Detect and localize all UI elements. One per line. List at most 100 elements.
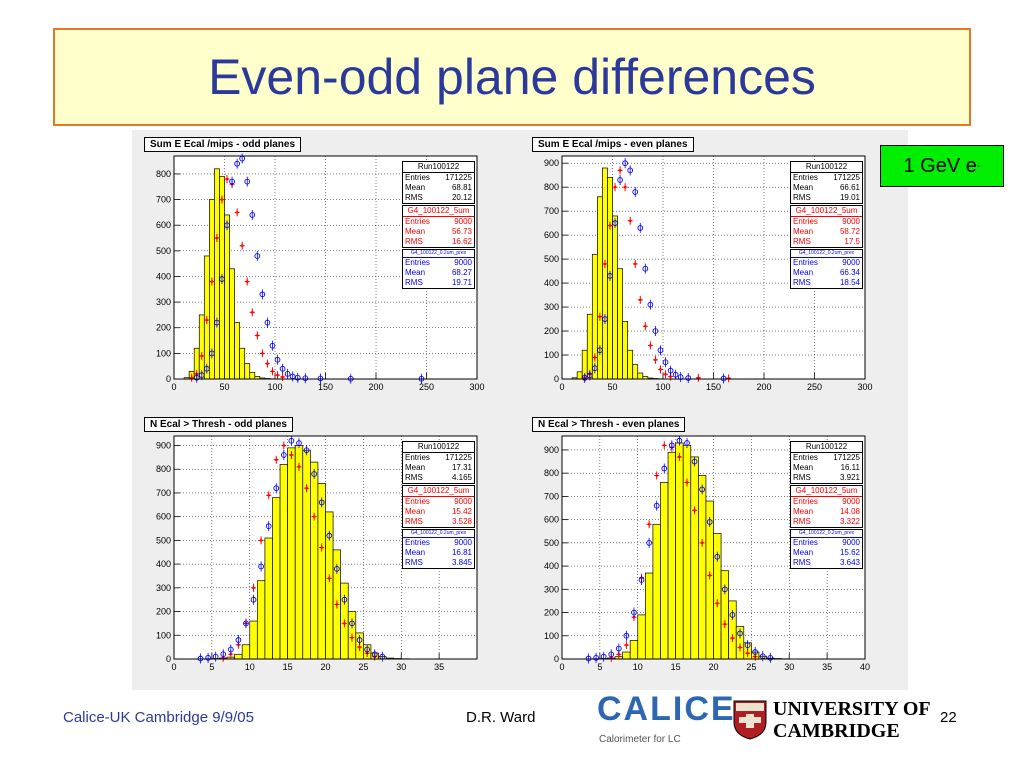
g4-02um-point [646, 540, 652, 546]
g4-5um-point [708, 574, 712, 577]
stats-section-g4_02um: G4_100122_0.2um_prex Entries 9000 Mean 68.27… [402, 249, 475, 289]
g4-5um-point [335, 603, 339, 606]
g4-02um-point [627, 167, 634, 174]
data-histogram-bar [224, 214, 230, 380]
stats-label: RMS [793, 517, 811, 526]
g4-02um-point [273, 485, 280, 492]
panel-title: Sum E Ecal /mips - odd planes [144, 137, 302, 152]
stats-box: Run100122 Entries 171225 Mean 66.61 RMS 19.01 G… [790, 160, 863, 289]
g4-5um-point [327, 577, 331, 580]
g4-02um-point [214, 319, 220, 326]
stats-row-rms: RMS 3.322 [791, 517, 862, 527]
stats-value: 17.31 [451, 463, 472, 472]
g4-02um-point [691, 458, 698, 465]
g4-02um-point [657, 347, 664, 354]
y-tick-label: 900 [544, 158, 559, 168]
g4-02um-point [371, 651, 378, 658]
stats-value: 17.5 [844, 237, 860, 246]
data-histogram-bar [229, 268, 235, 380]
g4-02um-point [249, 212, 256, 218]
stats-label: RMS [793, 473, 811, 482]
g4-5um-point [215, 236, 219, 240]
g4-02um-point [684, 440, 690, 446]
stats-label: Entries [405, 217, 430, 226]
footer-event: Calice-UK Cambridge 9/9/05 [63, 709, 254, 726]
data-histogram-bar [244, 363, 251, 380]
stats-label: Mean [793, 507, 814, 516]
x-tick-label: 0 [171, 382, 176, 392]
y-tick-label: 200 [544, 608, 559, 618]
data-histogram-bar [310, 461, 319, 660]
g4-5um-point [603, 262, 607, 266]
x-tick-label: 250 [807, 382, 822, 392]
g4-02um-point [234, 160, 240, 167]
data-histogram-bar [698, 475, 707, 660]
stats-label: Entries [793, 538, 818, 547]
data-histogram-bar [256, 580, 266, 660]
histogram-panel-n-ecal-odd: 0 100 200 300 400 500 600 700 800 900 0 5 10 15 20 25 30… [132, 410, 520, 690]
stats-value: 3.528 [451, 517, 472, 526]
data-histogram-bar [644, 572, 654, 660]
data-histogram-bar [728, 600, 737, 660]
g4-5um-point [617, 653, 621, 656]
data-histogram-bar [239, 347, 246, 380]
x-tick-label: 35 [822, 662, 832, 672]
y-tick-label: 300 [544, 584, 559, 594]
stats-value: 4.165 [451, 473, 472, 482]
data-histogram-bar [667, 451, 676, 660]
stats-row-entries: Entries 9000 [791, 258, 862, 268]
stats-value: 68.27 [451, 268, 472, 277]
stats-value: 15.42 [451, 507, 472, 516]
y-tick-label: 700 [156, 195, 171, 205]
stats-row-entries: Entries 9000 [791, 217, 862, 227]
stats-section-run: Run100122 Entries 171225 Mean 66.61 RMS 19.01 [790, 161, 863, 204]
g4-02um-point [653, 502, 660, 509]
data-histogram-bar [675, 442, 684, 660]
stats-label: Mean [405, 268, 426, 277]
x-tick-label: 15 [671, 662, 681, 672]
g4-02um-point [699, 486, 705, 493]
g4-02um-point [642, 265, 649, 272]
stats-section-g4_02um: G4_100122_0.2um_prex Entries 9000 Mean 15.62… [790, 529, 863, 569]
stats-row-entries: Entries 9000 [791, 538, 862, 548]
x-tick-label: 10 [245, 662, 255, 672]
stats-value: 9000 [842, 538, 860, 547]
g4-02um-point [279, 365, 286, 372]
g4-02um-point [250, 596, 257, 603]
stats-label: Entries [793, 173, 818, 182]
g4-5um-point [282, 444, 286, 447]
stats-row-mean: Mean 56.73 [403, 227, 474, 237]
stats-row-rms: RMS 18.54 [791, 278, 862, 288]
g4-5um-point [715, 601, 719, 605]
y-tick-label: 500 [156, 246, 171, 256]
g4-02um-point [685, 375, 692, 381]
g4-5um-point [252, 586, 255, 590]
g4-02um-point [258, 563, 264, 570]
g4-02um-point [729, 612, 736, 618]
stats-row-rms: RMS 4.165 [403, 473, 474, 483]
g4-02um-point [706, 519, 713, 525]
stats-value: 16.62 [451, 237, 472, 246]
stats-value: 19.01 [839, 193, 860, 202]
g4-02um-point [622, 160, 628, 167]
data-histogram-bar [720, 570, 729, 660]
g4-02um-point [661, 465, 668, 472]
data-histogram-bar [637, 614, 646, 660]
g4-02um-point [220, 651, 227, 658]
g4-5um-point [633, 262, 637, 266]
stats-value: 15.62 [839, 548, 860, 557]
stats-row-rms: RMS 19.71 [403, 278, 474, 288]
g4-02um-point [303, 447, 310, 454]
y-tick-label: 500 [544, 538, 559, 548]
stats-value: 3.921 [839, 473, 860, 482]
x-tick-label: 20 [708, 662, 718, 672]
g4-5um-point [350, 636, 354, 639]
g4-5um-point [261, 352, 264, 355]
stats-row-entries: Entries 9000 [403, 258, 474, 268]
g4-5um-point [693, 509, 696, 512]
stats-label: RMS [405, 278, 423, 287]
stats-value: 18.54 [839, 278, 860, 287]
data-histogram-bar [660, 482, 669, 660]
stats-label: Entries [405, 173, 430, 182]
y-tick-label: 0 [166, 654, 171, 664]
